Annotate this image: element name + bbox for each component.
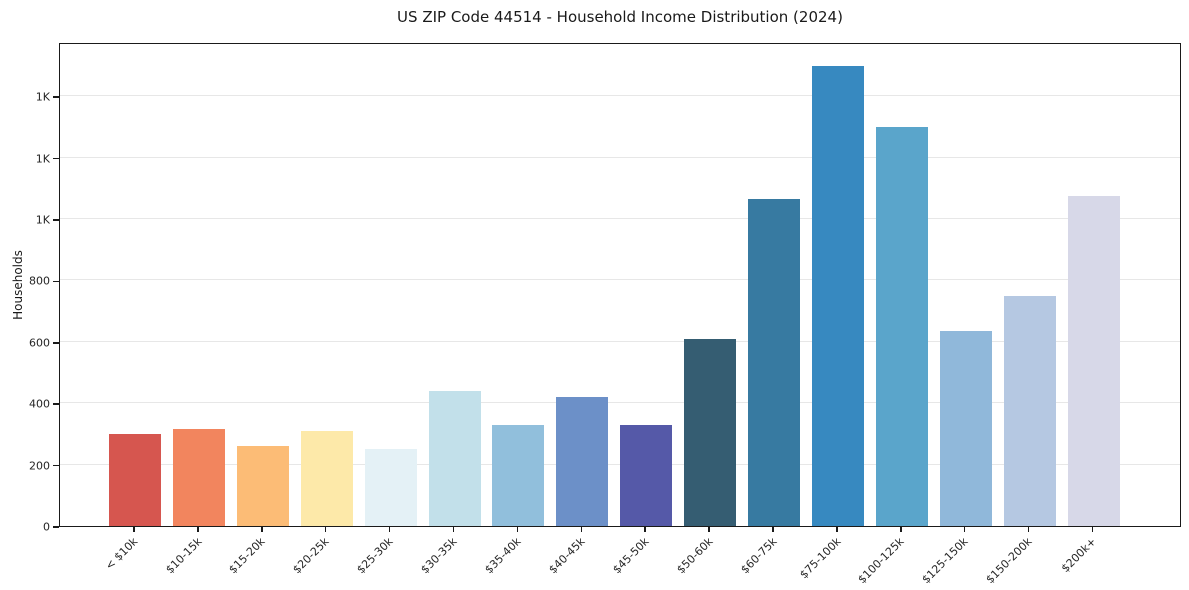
bar-$150-200k bbox=[1003, 295, 1056, 526]
y-tick-label: 1K bbox=[35, 213, 50, 227]
x-tick-mark bbox=[708, 527, 710, 532]
gridline bbox=[60, 463, 1180, 465]
y-tick-label: 200 bbox=[29, 459, 50, 473]
gridline bbox=[60, 402, 1180, 404]
bar-$50-60k bbox=[684, 338, 737, 526]
x-tick-mark bbox=[644, 527, 646, 532]
bar-$30-35k bbox=[428, 390, 481, 526]
gridline bbox=[60, 340, 1180, 342]
y-tick-mark bbox=[53, 157, 59, 160]
y-tick-label: 400 bbox=[29, 397, 50, 411]
gridline bbox=[60, 156, 1180, 158]
x-tick-mark bbox=[900, 527, 902, 532]
x-tick-mark bbox=[133, 527, 135, 532]
y-tick-mark bbox=[53, 280, 59, 283]
y-tick-label: 800 bbox=[29, 274, 50, 288]
gridline bbox=[60, 218, 1180, 219]
bar-$75-100k bbox=[811, 65, 864, 526]
x-tick-label: $15-20k bbox=[226, 535, 268, 577]
chart-title: US ZIP Code 44514 - Household Income Dis… bbox=[397, 8, 843, 26]
bar-$45-50k bbox=[620, 424, 673, 526]
x-tick-mark bbox=[324, 527, 327, 532]
x-tick-label: $25-30k bbox=[354, 535, 396, 577]
bar-< $10k bbox=[109, 433, 161, 526]
bar-$20-25k bbox=[300, 430, 353, 526]
x-tick-mark bbox=[1091, 527, 1094, 532]
x-tick-label: $45-50k bbox=[610, 535, 652, 577]
x-tick-label: $20-25k bbox=[290, 535, 332, 577]
gridline bbox=[60, 95, 1180, 97]
y-tick-label: 1K bbox=[35, 152, 50, 166]
x-tick-mark bbox=[197, 527, 199, 532]
bar-$60-75k bbox=[748, 199, 800, 526]
bar-$15-20k bbox=[236, 446, 289, 526]
y-tick-mark bbox=[53, 403, 59, 405]
x-tick-label: $50-60k bbox=[674, 535, 716, 577]
x-tick-label: $35-40k bbox=[482, 535, 524, 577]
x-tick-label: $10-15k bbox=[162, 535, 205, 577]
x-tick-mark bbox=[261, 527, 263, 532]
y-tick-label: 1K bbox=[35, 90, 50, 104]
x-tick-label: $200k+ bbox=[1058, 535, 1099, 576]
y-tick-mark bbox=[53, 342, 59, 344]
x-tick-label: $30-35k bbox=[418, 535, 460, 577]
x-tick-label: $40-45k bbox=[546, 535, 588, 577]
bar-$10-15k bbox=[172, 429, 225, 526]
x-tick-label: $150-200k bbox=[983, 535, 1035, 587]
bar-$40-45k bbox=[556, 397, 609, 526]
bar-$200k+ bbox=[1067, 195, 1120, 526]
x-tick-mark bbox=[963, 527, 966, 532]
y-tick-mark bbox=[53, 464, 59, 467]
bar-$125-150k bbox=[939, 331, 992, 526]
x-tick-mark bbox=[1027, 527, 1030, 532]
x-tick-label: $125-150k bbox=[919, 535, 971, 587]
bar-$100-125k bbox=[875, 126, 928, 526]
x-tick-label: $75-100k bbox=[796, 535, 844, 582]
y-tick-label: 600 bbox=[29, 336, 50, 350]
x-tick-mark bbox=[388, 527, 391, 532]
y-tick-mark bbox=[53, 219, 59, 221]
x-tick-label: $100-125k bbox=[855, 535, 907, 587]
gridline bbox=[60, 279, 1180, 281]
y-axis-label: Households bbox=[11, 250, 25, 320]
bar-$35-40k bbox=[492, 424, 545, 526]
bar-$25-30k bbox=[364, 449, 417, 526]
x-tick-label: $60-75k bbox=[737, 535, 780, 577]
y-tick-mark bbox=[53, 526, 59, 528]
x-tick-mark bbox=[516, 527, 519, 532]
plot-area bbox=[59, 43, 1181, 527]
x-tick-mark bbox=[836, 527, 838, 532]
y-tick-mark bbox=[53, 96, 59, 98]
x-tick-mark bbox=[452, 527, 455, 532]
y-tick-label: 0 bbox=[43, 520, 50, 534]
x-tick-mark bbox=[580, 527, 583, 532]
x-tick-mark bbox=[772, 527, 774, 532]
x-tick-label: < $10k bbox=[102, 535, 141, 573]
